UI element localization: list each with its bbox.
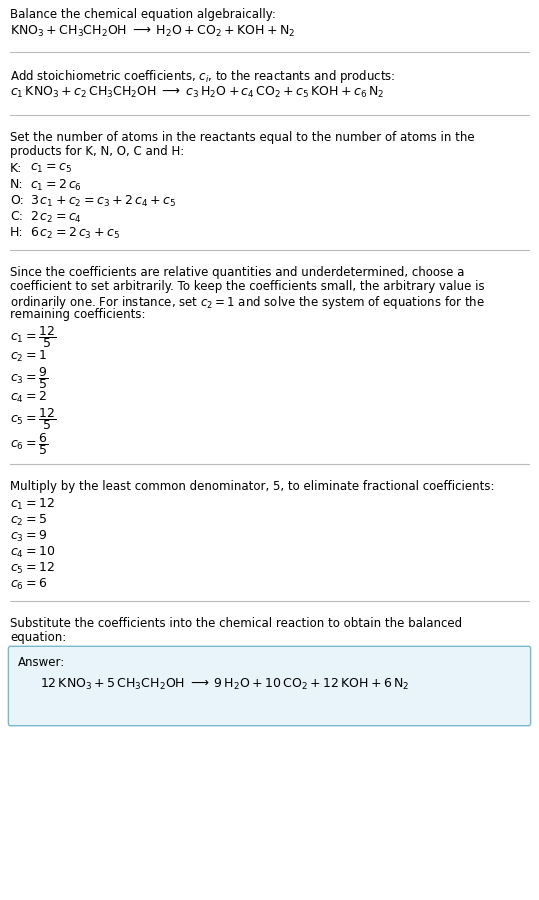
Text: products for K, N, O, C and H:: products for K, N, O, C and H: [10,145,184,158]
Text: $c_1 = 2\,c_6$: $c_1 = 2\,c_6$ [30,178,82,194]
Text: $c_1 = c_5$: $c_1 = c_5$ [30,162,72,176]
Text: $c_1\,\mathrm{KNO_3} + c_2\,\mathrm{CH_3CH_2OH} \;\longrightarrow\; c_3\,\mathrm: $c_1\,\mathrm{KNO_3} + c_2\,\mathrm{CH_3… [10,85,384,100]
Text: K:: K: [10,162,23,175]
Text: O:: O: [10,194,24,207]
Text: $c_6 = \dfrac{6}{5}$: $c_6 = \dfrac{6}{5}$ [10,431,48,457]
Text: $c_2 = 1$: $c_2 = 1$ [10,349,47,364]
Text: coefficient to set arbitrarily. To keep the coefficients small, the arbitrary va: coefficient to set arbitrarily. To keep … [10,280,485,293]
Text: equation:: equation: [10,631,66,644]
Text: $c_5 = 12$: $c_5 = 12$ [10,561,55,576]
Text: $c_6 = 6$: $c_6 = 6$ [10,577,47,592]
Text: $12\,\mathrm{KNO_3} + 5\,\mathrm{CH_3CH_2OH} \;\longrightarrow\; 9\,\mathrm{H_2O: $12\,\mathrm{KNO_3} + 5\,\mathrm{CH_3CH_… [40,677,409,692]
Text: Set the number of atoms in the reactants equal to the number of atoms in the: Set the number of atoms in the reactants… [10,131,475,144]
Text: $c_4 = 10$: $c_4 = 10$ [10,545,55,560]
Text: N:: N: [10,178,24,191]
Text: $3\,c_1 + c_2 = c_3 + 2\,c_4 + c_5$: $3\,c_1 + c_2 = c_3 + 2\,c_4 + c_5$ [30,194,176,209]
Text: ordinarily one. For instance, set $c_2 = 1$ and solve the system of equations fo: ordinarily one. For instance, set $c_2 =… [10,294,485,311]
Text: Multiply by the least common denominator, 5, to eliminate fractional coefficient: Multiply by the least common denominator… [10,480,494,493]
Text: Add stoichiometric coefficients, $c_i$, to the reactants and products:: Add stoichiometric coefficients, $c_i$, … [10,68,396,85]
Text: Since the coefficients are relative quantities and underdetermined, choose a: Since the coefficients are relative quan… [10,266,465,279]
Text: $c_3 = 9$: $c_3 = 9$ [10,529,47,544]
Text: $c_2 = 5$: $c_2 = 5$ [10,513,47,528]
Text: Balance the chemical equation algebraically:: Balance the chemical equation algebraica… [10,8,276,21]
FancyBboxPatch shape [9,646,530,725]
Text: $c_1 = 12$: $c_1 = 12$ [10,497,55,512]
Text: $c_1 = \dfrac{12}{5}$: $c_1 = \dfrac{12}{5}$ [10,324,56,350]
Text: $c_4 = 2$: $c_4 = 2$ [10,390,47,405]
Text: $2\,c_2 = c_4$: $2\,c_2 = c_4$ [30,210,82,225]
Text: remaining coefficients:: remaining coefficients: [10,308,146,321]
Text: H:: H: [10,226,24,239]
Text: Substitute the coefficients into the chemical reaction to obtain the balanced: Substitute the coefficients into the che… [10,617,462,630]
Text: $\mathrm{KNO_3 + CH_3CH_2OH \;\longrightarrow\; H_2O + CO_2 + KOH + N_2}$: $\mathrm{KNO_3 + CH_3CH_2OH \;\longright… [10,24,295,39]
Text: Answer:: Answer: [18,656,65,669]
Text: C:: C: [10,210,23,223]
Text: $c_5 = \dfrac{12}{5}$: $c_5 = \dfrac{12}{5}$ [10,406,56,432]
Text: $c_3 = \dfrac{9}{5}$: $c_3 = \dfrac{9}{5}$ [10,365,48,391]
Text: $6\,c_2 = 2\,c_3 + c_5$: $6\,c_2 = 2\,c_3 + c_5$ [30,226,120,241]
